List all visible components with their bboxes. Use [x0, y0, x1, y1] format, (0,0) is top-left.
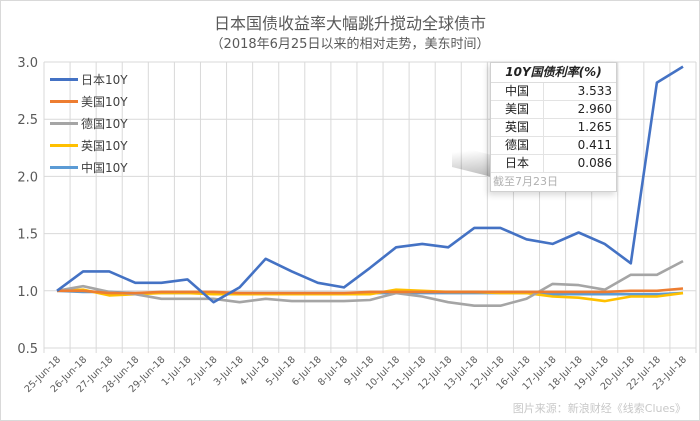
value-cell: 3.533: [577, 84, 612, 98]
y-tick-label: 2.5: [17, 113, 38, 128]
country-cell: 中国: [491, 83, 544, 100]
y-tick-label: 0.5: [17, 342, 38, 357]
legend-label: 英国10Y: [81, 138, 128, 153]
chart-legend: 日本10Y 美国10Y 德国10Y 英国10Y 中国10Y: [50, 68, 128, 178]
value-cell: 2.960: [577, 102, 612, 116]
legend-swatch: [50, 99, 78, 103]
country-cell: 英国: [491, 119, 544, 136]
legend-label: 美国10Y: [81, 94, 128, 109]
value-cell: 1.265: [577, 120, 612, 134]
yield-table-header: 10Y国债利率(%): [491, 63, 616, 83]
source-credit: 图片来源：新浪财经《线索Clues》: [512, 402, 686, 415]
legend-swatch: [50, 77, 78, 81]
series-line: [56, 259, 684, 308]
table-row: 美国 2.960: [491, 101, 616, 119]
chart-title: 日本国债收益率大幅跳升搅动全球债市: [213, 14, 486, 33]
y-tick-label: 2.0: [17, 170, 38, 185]
series-line: [57, 287, 684, 295]
table-row: 日本 0.086: [491, 155, 616, 173]
value-cell: 0.411: [577, 138, 612, 152]
legend-swatch: [50, 165, 78, 169]
series-line: [56, 65, 684, 304]
table-footnote: 截至7月23日: [493, 175, 558, 188]
legend-label: 德国10Y: [81, 116, 128, 131]
table-row: 德国 0.411: [491, 137, 616, 155]
country-cell: 日本: [491, 155, 544, 172]
y-tick-label: 3.0: [17, 56, 38, 71]
legend-label: 中国10Y: [81, 160, 128, 175]
legend-item: 英国10Y: [50, 134, 128, 156]
country-cell: 德国: [491, 137, 544, 154]
legend-item: 日本10Y: [50, 68, 128, 90]
country-cell: 美国: [491, 101, 544, 118]
legend-item: 中国10Y: [50, 156, 128, 178]
legend-label: 日本10Y: [81, 72, 128, 87]
yield-table: 10Y国债利率(%) 中国 3.533 美国 2.960 英国 1.265 德国 0.4…: [490, 62, 617, 192]
legend-swatch: [50, 121, 78, 125]
legend-swatch: [50, 143, 78, 147]
chart-subtitle: （2018年6月25日以来的相对走势，美东时间）: [210, 37, 490, 52]
legend-item: 美国10Y: [50, 90, 128, 112]
legend-item: 德国10Y: [50, 112, 128, 134]
table-row: 英国 1.265: [491, 119, 616, 137]
y-tick-label: 1.5: [17, 228, 38, 243]
value-cell: 0.086: [577, 156, 612, 170]
y-tick-label: 1.0: [17, 285, 38, 300]
table-row: 中国 3.533: [491, 83, 616, 101]
